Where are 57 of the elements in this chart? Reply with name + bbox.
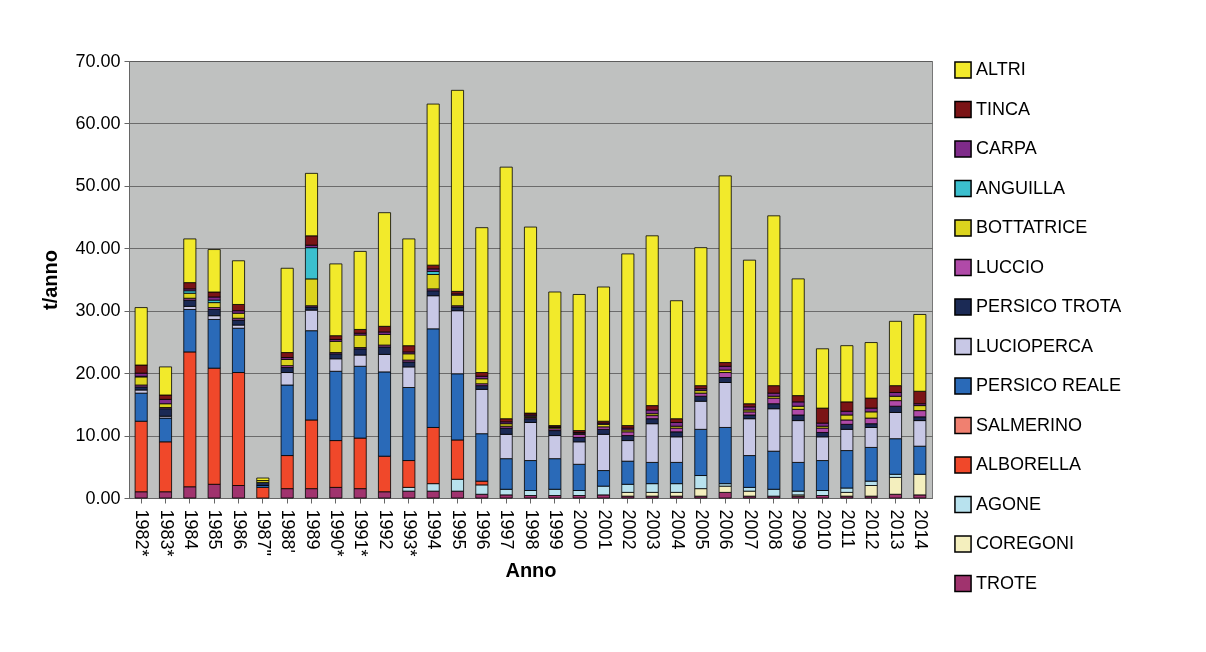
y-tick-label: 50.00 xyxy=(75,175,121,196)
x-tick-label: 1992 xyxy=(375,509,396,550)
x-tick-label: 1984 xyxy=(180,509,201,550)
x-tick-label: 2002 xyxy=(618,509,639,550)
legend-label: LUCCIO xyxy=(976,256,1045,277)
legend-label: PERSICO TROTA xyxy=(976,296,1122,316)
legend-label: BOTTATRICE xyxy=(976,217,1088,237)
x-tick-label: 1996 xyxy=(472,509,493,550)
legend-label: CARPA xyxy=(976,138,1037,158)
x-axis-title: Anno xyxy=(505,558,557,581)
x-tick-label: 2007 xyxy=(740,509,761,550)
x-tick-label: 1985 xyxy=(205,509,226,550)
x-tick-label: 1986 xyxy=(229,509,250,550)
y-tick-label: 40.00 xyxy=(75,237,121,258)
x-tick-label: 1997 xyxy=(497,509,518,550)
x-tick-label: 2000 xyxy=(570,509,591,550)
legend-label: LUCIOPERCA xyxy=(976,335,1094,356)
legend-label: SALMERINO xyxy=(976,414,1083,435)
legend-label: ANGUILLA xyxy=(976,177,1066,198)
x-tick-label: 2010 xyxy=(813,509,834,550)
x-tick-label: 2006 xyxy=(716,509,737,550)
x-tick-label: 2011 xyxy=(837,509,858,549)
y-tick-label: 10.00 xyxy=(75,425,121,446)
legend-label: TROTE xyxy=(976,572,1037,593)
x-tick-label: 2013 xyxy=(886,509,907,550)
x-tick-label: 1994 xyxy=(424,509,445,550)
x-tick-label: 2009 xyxy=(789,509,810,550)
legend-label: ALBORELLA xyxy=(976,454,1082,474)
y-tick-label: 70.00 xyxy=(75,50,121,71)
y-tick-label: 0.00 xyxy=(85,487,121,508)
y-axis-title: t/anno xyxy=(39,250,62,310)
x-tick-label: 1989 xyxy=(302,509,323,550)
x-tick-label: 1993* xyxy=(399,509,420,557)
x-tick-label: 2003 xyxy=(643,509,664,550)
y-tick-label: 60.00 xyxy=(75,112,121,133)
legend-label: COREGONI xyxy=(976,533,1075,553)
x-tick-label: 2012 xyxy=(862,509,883,550)
x-tick-label: 2001 xyxy=(594,509,615,550)
x-tick-label: 1998 xyxy=(521,509,542,550)
x-tick-label: 1999 xyxy=(545,509,566,550)
x-tick-label: 1991* xyxy=(351,509,372,557)
x-tick-label: 1995 xyxy=(448,509,469,550)
x-tick-label: 1988' xyxy=(278,509,299,553)
x-tick-label: 1987" xyxy=(253,509,274,556)
legend-label: AGONE xyxy=(976,493,1042,514)
y-tick-label: 20.00 xyxy=(75,362,121,383)
x-tick-label: 2004 xyxy=(667,509,688,550)
legend-label: TINCA xyxy=(976,98,1030,119)
x-tick-label: 1983* xyxy=(156,509,177,557)
x-tick-label: 1990* xyxy=(326,509,347,557)
legend-label: ALTRI xyxy=(976,59,1026,79)
x-tick-label: 2008 xyxy=(764,509,785,550)
x-tick-label: 2014 xyxy=(910,509,931,550)
x-tick-label: 1982* xyxy=(132,509,153,557)
legend-label: PERSICO REALE xyxy=(976,375,1122,395)
y-tick-label: 30.00 xyxy=(75,300,121,321)
x-tick-label: 2005 xyxy=(691,509,712,550)
